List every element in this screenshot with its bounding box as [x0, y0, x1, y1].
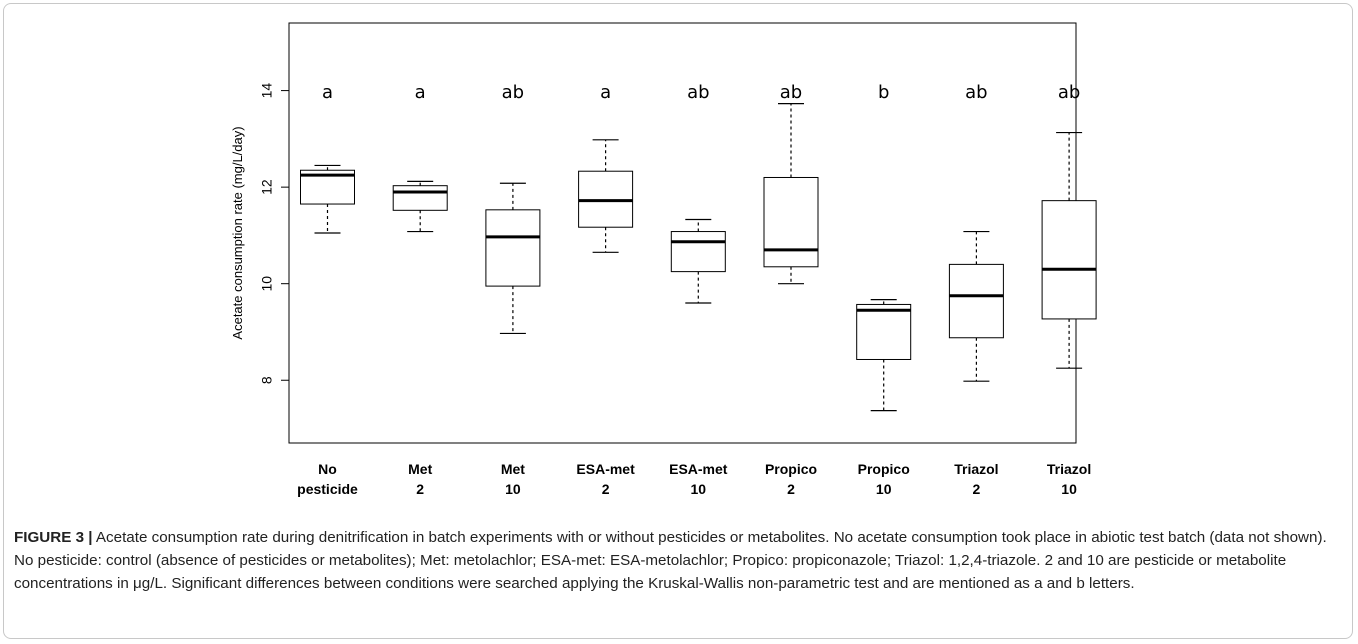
- box-0: [300, 164, 355, 234]
- y-tick-label: 12: [259, 179, 275, 195]
- box-6: [856, 299, 912, 412]
- y-tick-label: 8: [259, 376, 275, 384]
- significance-letter: b: [878, 82, 889, 103]
- box-1: [392, 180, 448, 233]
- iqr-box: [392, 185, 448, 211]
- x-label-line2: 10: [691, 481, 707, 497]
- box-4: [670, 218, 726, 304]
- y-axis-label: Acetate consumption rate (mg/L/day): [230, 126, 245, 339]
- y-tick-label: 14: [259, 83, 275, 99]
- iqr-box: [485, 209, 541, 287]
- x-label-line1: Propico: [765, 461, 817, 477]
- significance-letters: a a ab a ab ab b ab ab: [322, 82, 1080, 103]
- y-tick-label: 10: [259, 276, 275, 292]
- box-7: [948, 230, 1004, 382]
- box-plot-chart: 8 10 12 14 Acetate consumption rate (mg/L/d…: [230, 22, 1097, 497]
- x-label-line1: No: [318, 461, 337, 477]
- caption-text: Acetate consumption rate during denitrif…: [14, 529, 1327, 592]
- x-axis-labels: No pesticide Met 2 Met 10 ESA-met 2 ESA-met 10 Pro…: [297, 461, 1091, 497]
- significance-letter: ab: [687, 82, 709, 103]
- significance-letter: ab: [502, 82, 524, 103]
- x-label-line1: ESA-met: [669, 461, 728, 477]
- box-8: [1041, 131, 1097, 369]
- x-label-line2: 10: [1061, 481, 1077, 497]
- significance-letter: ab: [1058, 82, 1080, 103]
- x-label-line1: Propico: [858, 461, 910, 477]
- x-label-line2: 2: [602, 481, 610, 497]
- box-5: [763, 103, 819, 285]
- iqr-box: [856, 303, 912, 360]
- x-label-line2: 10: [505, 481, 521, 497]
- x-label-line2: 2: [973, 481, 981, 497]
- significance-letter: ab: [780, 82, 802, 103]
- significance-letter: a: [415, 82, 426, 103]
- iqr-box: [670, 231, 726, 273]
- iqr-box: [1041, 200, 1097, 320]
- significance-letter: a: [600, 82, 611, 103]
- x-label-line2: pesticide: [297, 481, 358, 497]
- iqr-box: [763, 176, 819, 268]
- box-2: [485, 182, 541, 335]
- figure-frame: [3, 3, 1353, 639]
- x-label-line2: 2: [416, 481, 424, 497]
- x-label-line1: Triazol: [954, 461, 998, 477]
- x-label-line1: Met: [501, 461, 525, 477]
- y-axis: 8 10 12 14: [259, 83, 290, 384]
- x-label-line1: ESA-met: [576, 461, 635, 477]
- box-3: [578, 139, 634, 253]
- x-label-line1: Triazol: [1047, 461, 1091, 477]
- iqr-box: [948, 263, 1004, 339]
- x-label-line1: Met: [408, 461, 432, 477]
- x-label-line2: 10: [876, 481, 892, 497]
- caption-lead: FIGURE 3 |: [14, 529, 93, 546]
- boxes-group: [300, 103, 1097, 412]
- figure-caption: FIGURE 3 | Acetate consumption rate duri…: [14, 526, 1344, 595]
- significance-letter: ab: [965, 82, 987, 103]
- x-label-line2: 2: [787, 481, 795, 497]
- significance-letter: a: [322, 82, 333, 103]
